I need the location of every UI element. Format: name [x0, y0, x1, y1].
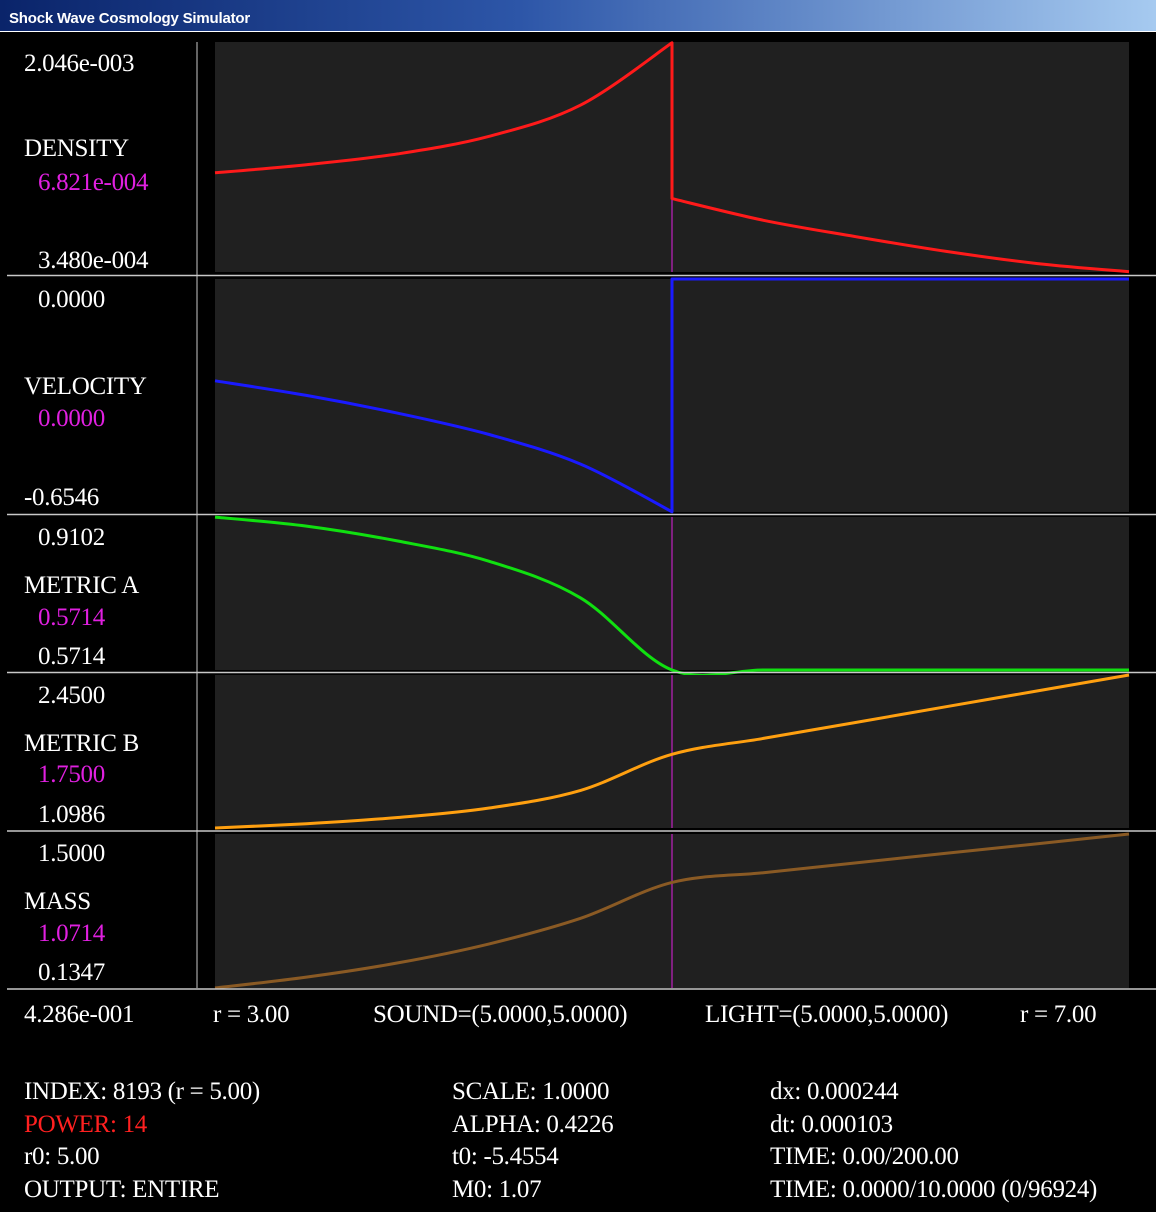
metric-a-max-label: 0.9102 [38, 524, 105, 551]
mass-series-line [214, 832, 1130, 990]
density-name-label: DENSITY [24, 135, 129, 162]
index-readout: INDEX: 8193 (r = 5.00) [24, 1078, 260, 1105]
metric-a-current-label: 0.5714 [38, 604, 105, 631]
scale-readout: SCALE: 1.0000 [452, 1078, 610, 1105]
metric-a-min-label: 0.5714 [38, 643, 105, 670]
density-series-line [214, 41, 1130, 274]
metric-a-series-line [214, 515, 1129, 677]
title-bar[interactable]: Shock Wave Cosmology Simulator [0, 0, 1156, 32]
sound-readout: SOUND=(5.0000,5.0000) [373, 1001, 628, 1028]
velocity-name-label: VELOCITY [24, 373, 147, 400]
light-readout: LIGHT=(5.0000,5.0000) [705, 1001, 949, 1028]
density-max-label: 2.046e-003 [24, 50, 135, 77]
density-current-label: 6.821e-004 [38, 169, 149, 196]
alpha-readout: ALPHA: 0.4226 [452, 1111, 614, 1138]
metric-b-min-label: 1.0986 [38, 801, 105, 828]
window-title: Shock Wave Cosmology Simulator [9, 10, 250, 27]
velocity-min-label: -0.6546 [24, 484, 99, 511]
axis-r-end: r = 7.00 [1020, 1001, 1097, 1028]
m0-readout: M0: 1.07 [452, 1176, 542, 1203]
velocity-series-line [214, 277, 1129, 514]
mass-max-label: 1.5000 [38, 840, 105, 867]
mass-name-label: MASS [24, 888, 91, 915]
output-readout: OUTPUT: ENTIRE [24, 1176, 220, 1203]
plots-svg [7, 41, 1156, 990]
r0-readout: r0: 5.00 [24, 1143, 100, 1170]
time-sim-readout: TIME: 0.0000/10.0000 (0/96924) [770, 1176, 1098, 1203]
metric-b-current-label: 1.7500 [38, 761, 105, 788]
dx-readout: dx: 0.000244 [770, 1078, 899, 1105]
axis-r-start: r = 3.00 [213, 1001, 290, 1028]
power-readout: POWER: 14 [24, 1111, 147, 1138]
mass-min-label: 0.1347 [38, 959, 105, 986]
mass-current-label: 1.0714 [38, 920, 105, 947]
metric-b-series-line [214, 673, 1130, 830]
dt-readout: dt: 0.000103 [770, 1111, 893, 1138]
time-steps-readout: TIME: 0.00/200.00 [770, 1143, 959, 1170]
metric-b-max-label: 2.4500 [38, 682, 105, 709]
metric-b-name-label: METRIC B [24, 730, 139, 757]
metric-a-name-label: METRIC A [24, 572, 139, 599]
density-min-label: 3.480e-004 [38, 247, 149, 274]
simulator-canvas: 2.046e-003 DENSITY 6.821e-004 3.480e-004… [7, 32, 1156, 1212]
velocity-current-label: 0.0000 [38, 405, 105, 432]
axis-left-value: 4.286e-001 [24, 1001, 135, 1028]
velocity-max-label: 0.0000 [38, 286, 105, 313]
t0-readout: t0: -5.4554 [452, 1143, 559, 1170]
